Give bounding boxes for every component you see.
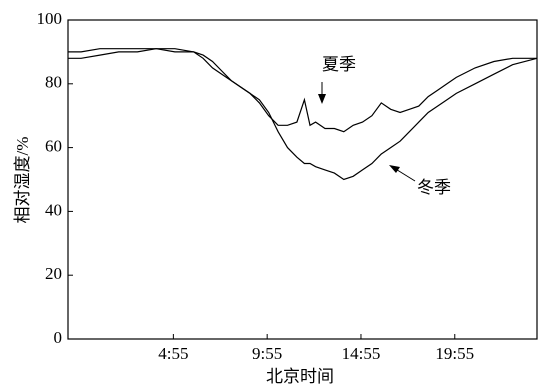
y-axis-label: 相对湿度/%	[13, 137, 32, 224]
plot-frame	[67, 19, 538, 340]
x-tick-label: 4:55	[158, 344, 188, 363]
arrow-head	[389, 165, 400, 173]
x-tick-label: 14:55	[342, 344, 381, 363]
y-tick-label: 0	[54, 328, 63, 347]
y-tick-label: 40	[45, 200, 62, 219]
series-line	[68, 48, 538, 181]
x-tick-label: 9:55	[252, 344, 282, 363]
series-line	[68, 48, 537, 133]
series-annotation: 夏季	[322, 55, 356, 74]
arrow-head	[318, 94, 326, 104]
y-tick-label: 100	[37, 9, 63, 28]
y-tick-label: 20	[45, 264, 62, 283]
y-tick-label: 60	[45, 137, 62, 156]
series-annotation: 冬季	[417, 178, 451, 197]
y-tick-label: 80	[45, 73, 62, 92]
x-axis-label: 北京时间	[266, 367, 334, 386]
x-tick-label: 19:55	[435, 344, 474, 363]
